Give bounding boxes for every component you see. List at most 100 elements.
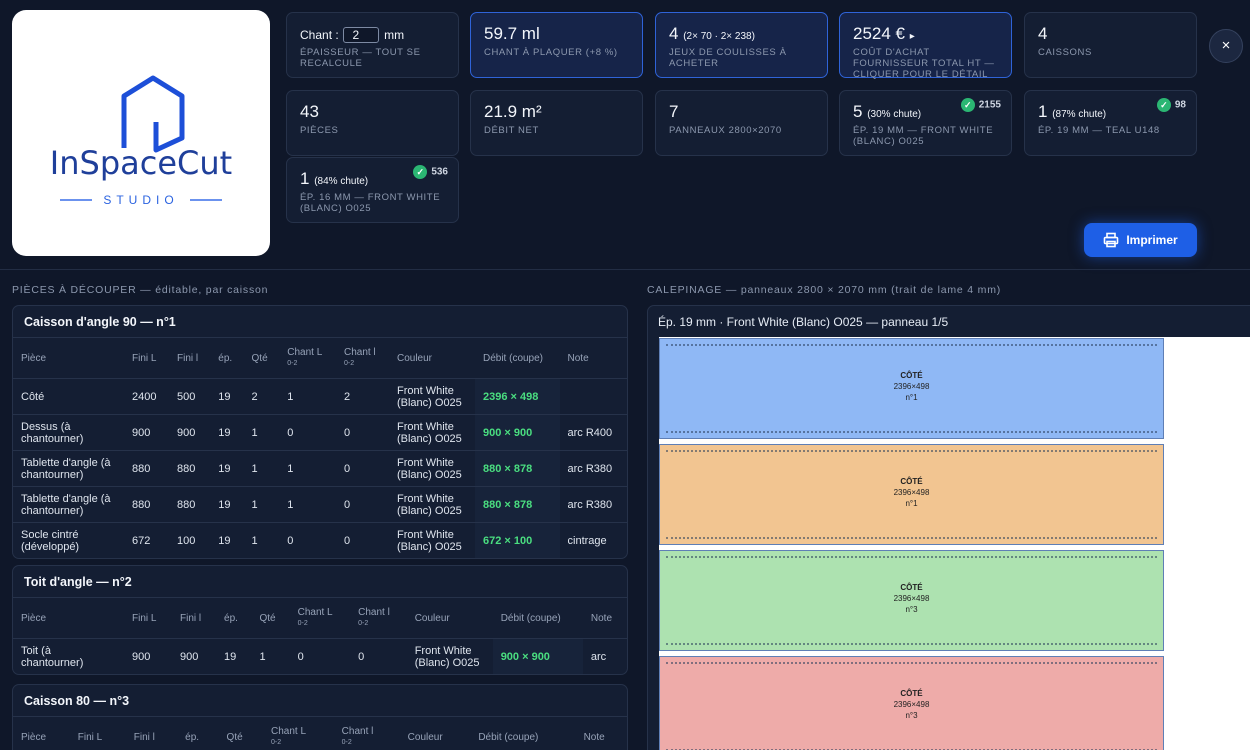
- cell[interactable]: 672: [124, 522, 169, 558]
- stat-label: DÉBIT NET: [484, 125, 539, 136]
- stat-label: COÛT D'ACHAT FOURNISSEUR TOTAL HT — CLIQ…: [853, 47, 995, 80]
- header-sub: 0-2: [271, 739, 282, 746]
- stat-value: 7: [669, 102, 814, 122]
- cell[interactable]: 1: [243, 522, 280, 558]
- sheet-part[interactable]: CÔTÉ 2396×498 n°1: [659, 444, 1164, 545]
- cell[interactable]: 500: [169, 378, 211, 415]
- header-text: Chant L: [271, 726, 307, 737]
- cell[interactable]: 1: [243, 486, 280, 523]
- part-number: n°3: [905, 711, 918, 720]
- column-header: Fini L: [69, 716, 126, 750]
- cell[interactable]: 0: [350, 638, 407, 674]
- cell: 880 × 878: [474, 450, 560, 487]
- cell[interactable]: 1: [279, 486, 336, 523]
- cell[interactable]: 900: [169, 414, 211, 451]
- part-name: CÔTÉ: [900, 689, 923, 698]
- check-icon: ✓: [413, 165, 428, 179]
- cell[interactable]: 0: [335, 414, 389, 451]
- cell[interactable]: 19: [210, 450, 244, 487]
- stat-label: CHANT À PLAQUER (+8 %): [484, 47, 618, 58]
- part-number: n°1: [905, 499, 918, 508]
- column-header: Chant l 0-2: [350, 597, 407, 639]
- stat-label: ÉP. 16 MM — FRONT WHITE (BLANC) O025: [300, 192, 441, 214]
- cell[interactable]: 2: [243, 378, 280, 415]
- cell[interactable]: 1: [251, 638, 290, 674]
- part-size: 2396×498: [893, 488, 930, 497]
- cell[interactable]: 19: [210, 414, 244, 451]
- piece-row: Dessus (à chantourner) 900 900 19 1 0 0 Front W…: [13, 414, 627, 451]
- header-text: Fini L: [132, 612, 157, 624]
- header-text: ép.: [224, 612, 238, 624]
- cell: 900 × 900: [474, 414, 560, 451]
- cell[interactable]: 0: [279, 414, 336, 451]
- logo: InSpaceCut STUDIO: [12, 10, 270, 256]
- stat-number: 1: [300, 169, 310, 188]
- column-header: Chant L 0-2: [263, 716, 334, 750]
- stat-prefix: Chant :: [300, 28, 339, 42]
- cell[interactable]: 2: [335, 378, 389, 415]
- cell[interactable]: 880: [169, 486, 211, 523]
- cell[interactable]: 0: [335, 450, 389, 487]
- cell[interactable]: 880: [124, 486, 169, 523]
- cell: arc R400: [559, 414, 627, 451]
- stat-number: 4: [669, 24, 679, 43]
- cell[interactable]: 1: [243, 414, 280, 451]
- panel-title: Ép. 19 mm · Front White (Blanc) O025 — p…: [658, 315, 949, 329]
- cell[interactable]: 0: [335, 522, 389, 558]
- close-button[interactable]: ×: [1209, 29, 1243, 63]
- cell[interactable]: 1: [243, 450, 280, 487]
- stat-number: 21.9 m²: [484, 102, 542, 121]
- column-header: Fini l: [171, 597, 217, 639]
- cell[interactable]: 19: [216, 638, 252, 674]
- cell: Côté: [13, 378, 124, 415]
- header-sub: 0-2: [341, 739, 352, 746]
- cell[interactable]: 100: [169, 522, 211, 558]
- cell[interactable]: 0: [335, 486, 389, 523]
- cell: 880 × 878: [474, 486, 560, 523]
- header-text: Fini l: [177, 352, 199, 364]
- cell: 2396 × 498: [474, 378, 560, 415]
- edge-band: [666, 643, 1157, 645]
- cell[interactable]: 0: [279, 522, 336, 558]
- cell[interactable]: 19: [210, 522, 244, 558]
- header-text: Fini l: [133, 731, 155, 743]
- cell: Dessus (à chantourner): [13, 414, 124, 451]
- header-text: Note: [567, 352, 589, 364]
- header-text: Débit (coupe): [500, 612, 561, 624]
- group-card: Caisson d'angle 90 — n°1 Pièce Fini L Fini …: [12, 305, 628, 559]
- pieces-table: Pièce Fini L Fini l ép. Qté Chant L 0-2 Chant l…: [13, 337, 627, 558]
- cell[interactable]: 0: [289, 638, 351, 674]
- column-header: Chant l 0-2: [335, 337, 389, 379]
- part-number: n°1: [905, 393, 918, 402]
- stat-card[interactable]: 2524 € ▸ COÛT D'ACHAT FOURNISSEUR TOTAL H…: [839, 12, 1012, 80]
- header-row: Pièce Fini L Fini l ép. Qté Chant L 0-2 Chant l…: [13, 597, 627, 639]
- stat-value: 59.7 ml: [484, 24, 629, 44]
- cell: [559, 378, 627, 415]
- column-header: Note: [575, 716, 627, 750]
- cell[interactable]: 1: [279, 378, 336, 415]
- stat-value: 5 (30% chute): [853, 102, 998, 122]
- cell[interactable]: 880: [124, 450, 169, 487]
- cell[interactable]: 1: [279, 450, 336, 487]
- sheet-part[interactable]: CÔTÉ 2396×498 n°3: [659, 550, 1164, 651]
- stat-detail: (2× 70 · 2× 238): [683, 31, 755, 42]
- header-text: Chant l: [343, 347, 376, 358]
- stat-number: 7: [669, 102, 679, 121]
- sheet-part[interactable]: CÔTÉ 2396×498 n°3: [659, 656, 1164, 750]
- print-button[interactable]: Imprimer: [1084, 223, 1197, 257]
- piece-row: Tablette d'angle (à chantourner) 880 880 19…: [13, 486, 627, 523]
- cell[interactable]: 900: [124, 638, 172, 674]
- header-text: Débit (coupe): [482, 352, 544, 364]
- cell[interactable]: 2400: [124, 378, 169, 415]
- cell[interactable]: 19: [210, 378, 244, 415]
- sheet-part[interactable]: CÔTÉ 2396×498 n°1: [659, 338, 1164, 439]
- cell[interactable]: 19: [210, 486, 244, 523]
- cell[interactable]: 900: [171, 638, 217, 674]
- thickness-input[interactable]: 2: [343, 27, 380, 43]
- cell: 672 × 100: [474, 522, 560, 558]
- cell[interactable]: 900: [124, 414, 169, 451]
- header-row: Pièce Fini L Fini l ép. Qté Chant L 0-2 Chant l…: [13, 337, 627, 379]
- column-header: Débit (coupe): [492, 597, 583, 639]
- column-header: Débit (coupe): [474, 337, 560, 379]
- cell[interactable]: 880: [169, 450, 211, 487]
